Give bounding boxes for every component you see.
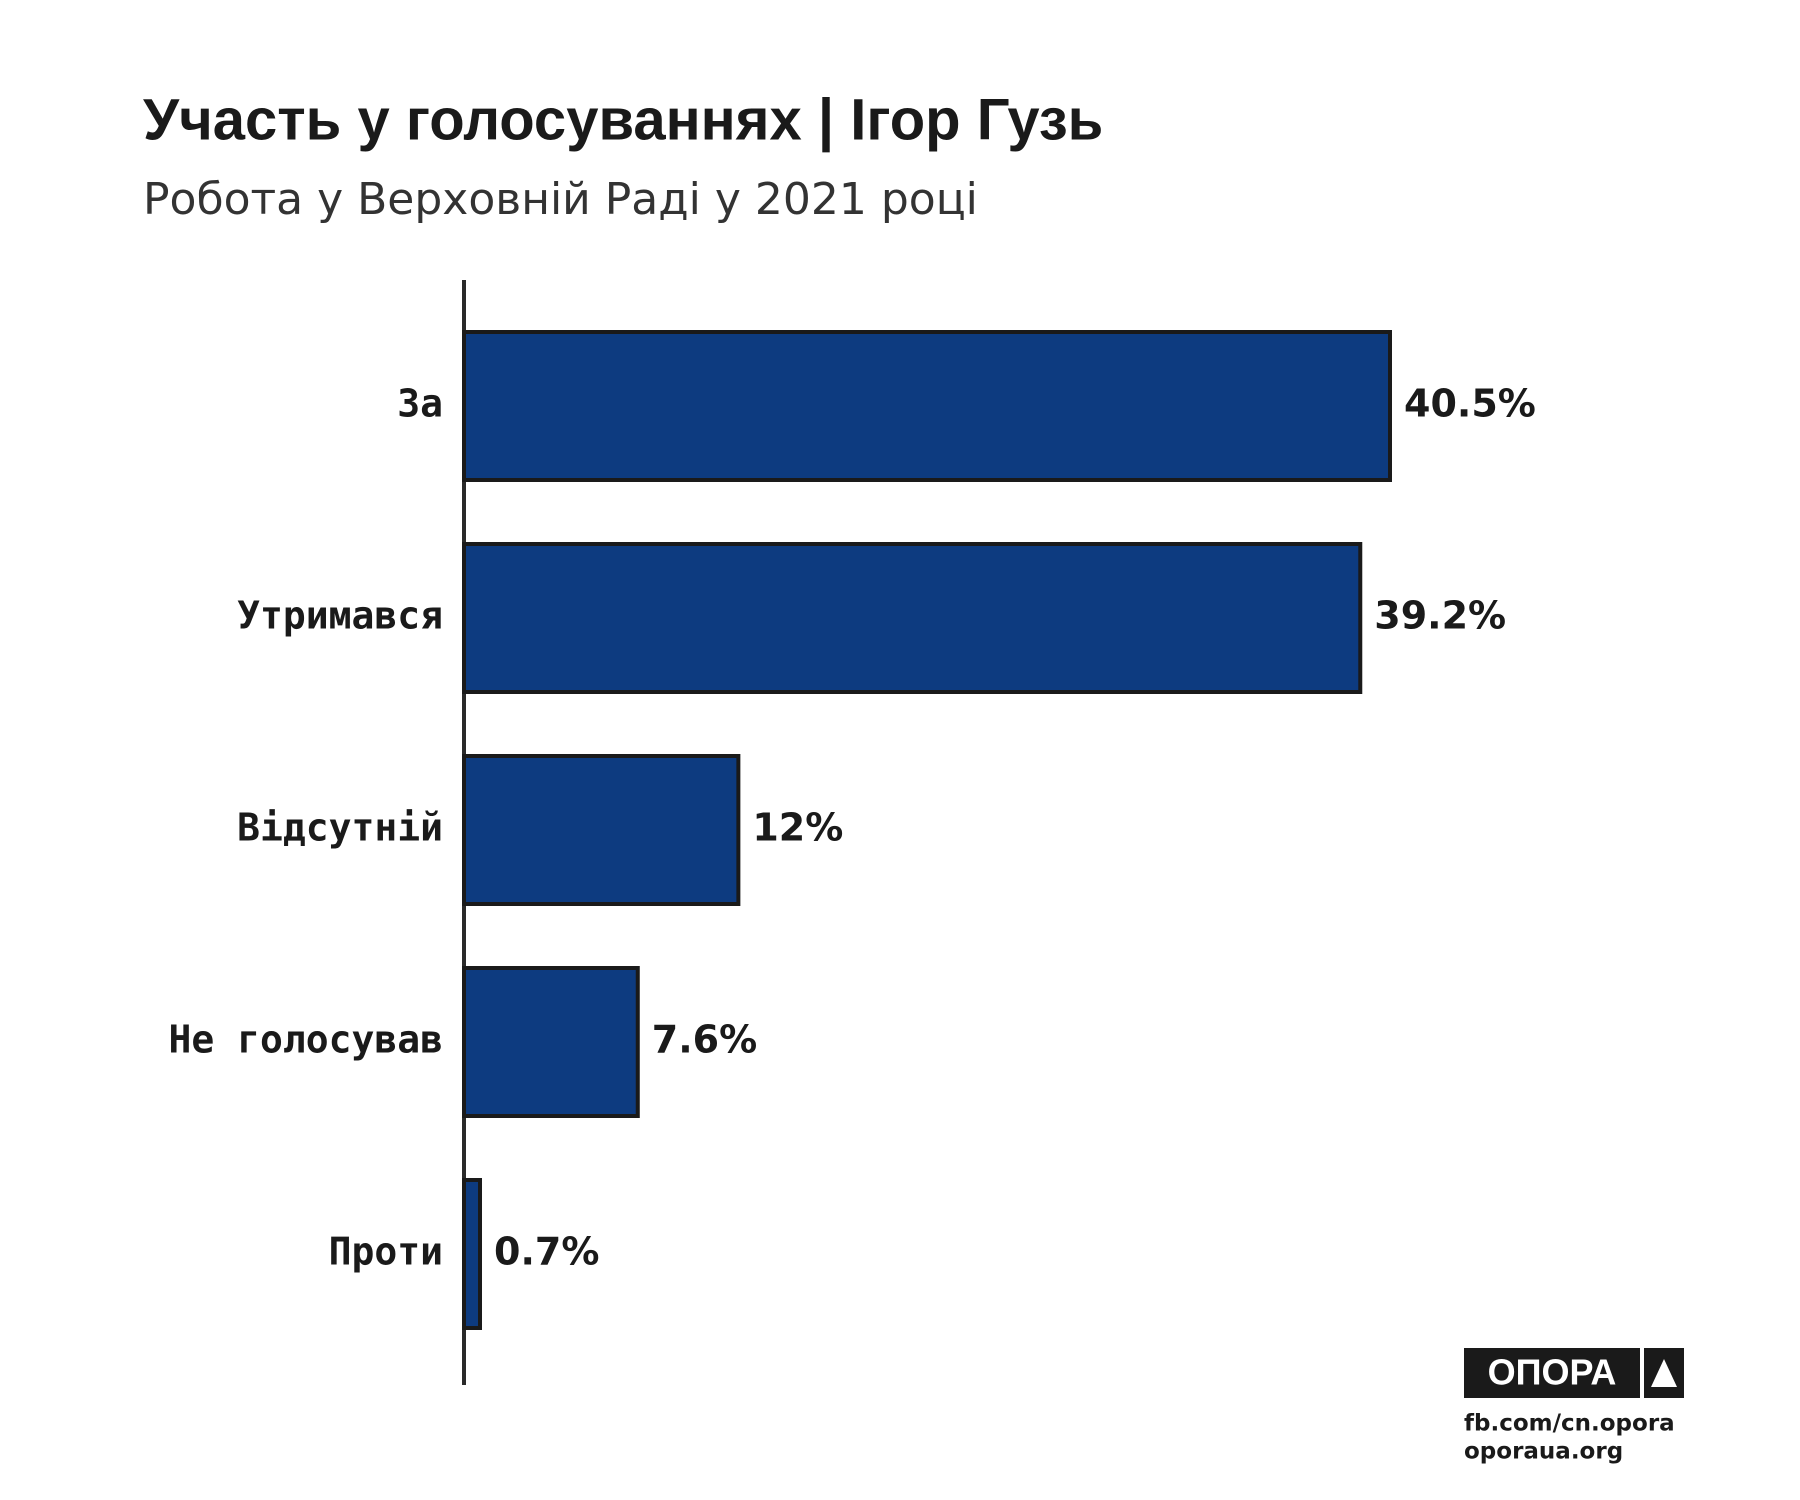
bar [462, 542, 1363, 694]
category-label: Проти [329, 1230, 443, 1274]
logo-box [1464, 1348, 1640, 1398]
category-label: Відсутній [237, 806, 443, 850]
logo-text: ОПОРА [1488, 1352, 1617, 1393]
bar [462, 330, 1392, 482]
bar [462, 966, 640, 1118]
footer-link: oporaua.org [1464, 1439, 1623, 1465]
value-label: 7.6% [652, 1018, 757, 1062]
bar [462, 754, 741, 906]
chart-title: Участь у голосуваннях | Ігор Гузь [143, 87, 1103, 152]
value-label: 0.7% [494, 1230, 599, 1274]
chart-subtitle: Робота у Верховній Раді у 2021 році [143, 174, 978, 225]
category-label: Не голосував [168, 1018, 443, 1062]
logo-triangle [1651, 1359, 1677, 1387]
category-label: Утримався [237, 594, 443, 638]
value-label: 39.2% [1374, 594, 1506, 638]
bar [462, 1178, 483, 1330]
category-label: За [397, 382, 443, 426]
value-label: 12% [752, 806, 843, 850]
footer-link: fb.com/cn.opora [1464, 1411, 1675, 1437]
value-label: 40.5% [1404, 382, 1536, 426]
